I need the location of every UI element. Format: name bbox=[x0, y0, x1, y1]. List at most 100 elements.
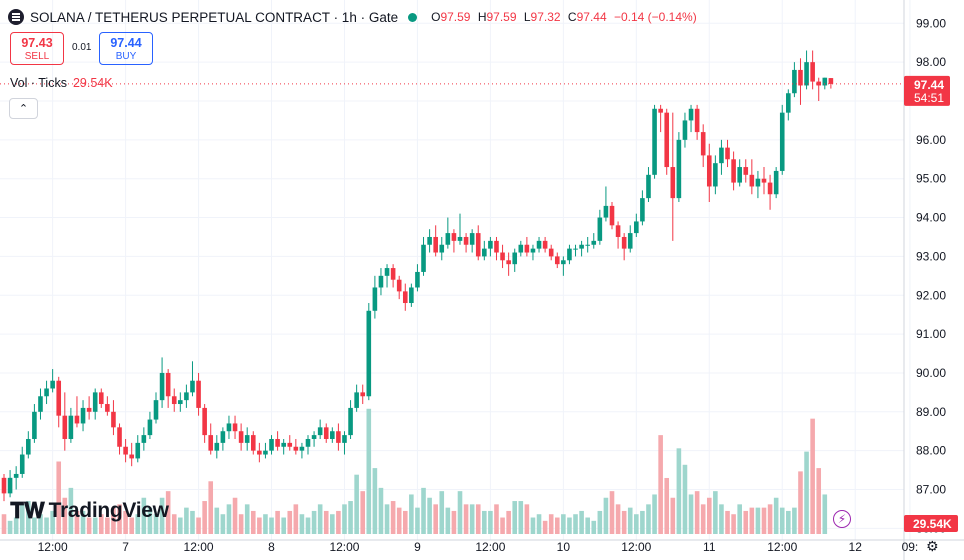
candle-body[interactable] bbox=[159, 372, 165, 401]
candle-body[interactable] bbox=[670, 167, 676, 199]
candle-body[interactable] bbox=[792, 69, 797, 94]
candle-body[interactable] bbox=[421, 244, 426, 272]
candle-body[interactable] bbox=[129, 454, 134, 459]
candle-body[interactable] bbox=[275, 438, 280, 447]
candle-body[interactable] bbox=[640, 198, 645, 222]
lightning-icon[interactable]: ⚡ bbox=[833, 510, 851, 528]
candle-body[interactable] bbox=[506, 260, 511, 265]
candle-body[interactable] bbox=[579, 244, 584, 249]
candle-body[interactable] bbox=[475, 233, 481, 257]
candle-body[interactable] bbox=[737, 167, 742, 183]
candle-body[interactable] bbox=[451, 233, 457, 241]
candle-body[interactable] bbox=[44, 388, 49, 397]
candle-body[interactable] bbox=[828, 78, 834, 84]
candle-body[interactable] bbox=[706, 155, 712, 187]
candle-body[interactable] bbox=[658, 108, 663, 113]
candle-body[interactable] bbox=[293, 446, 299, 451]
candle-body[interactable] bbox=[86, 407, 92, 412]
candle-body[interactable] bbox=[92, 392, 98, 412]
candle-body[interactable] bbox=[646, 174, 651, 199]
candle-body[interactable] bbox=[755, 178, 761, 187]
candle-body[interactable] bbox=[427, 236, 432, 245]
candle-body[interactable] bbox=[469, 233, 475, 245]
candle-body[interactable] bbox=[287, 442, 293, 447]
candle-body[interactable] bbox=[111, 411, 116, 428]
candle-body[interactable] bbox=[561, 260, 566, 265]
candle-body[interactable] bbox=[123, 446, 128, 455]
candle-body[interactable] bbox=[32, 411, 37, 439]
candle-body[interactable] bbox=[743, 167, 749, 175]
candle-body[interactable] bbox=[713, 163, 718, 187]
candle-body[interactable] bbox=[731, 159, 736, 183]
candle-body[interactable] bbox=[202, 407, 207, 436]
candle-body[interactable] bbox=[171, 396, 177, 405]
candle-body[interactable] bbox=[597, 217, 603, 241]
candle-body[interactable] bbox=[652, 108, 657, 175]
candle-body[interactable] bbox=[74, 415, 80, 424]
candle-body[interactable] bbox=[244, 435, 250, 443]
candle-body[interactable] bbox=[281, 442, 286, 447]
candle-body[interactable] bbox=[257, 450, 262, 455]
candle-body[interactable] bbox=[232, 423, 238, 432]
candle-body[interactable] bbox=[214, 442, 220, 451]
candle-body[interactable] bbox=[330, 431, 335, 439]
candle-body[interactable] bbox=[396, 279, 402, 292]
candle-body[interactable] bbox=[773, 170, 779, 195]
volume-legend[interactable]: Vol · Ticks 29.54K bbox=[10, 76, 113, 90]
candle-body[interactable] bbox=[463, 236, 469, 245]
candle-body[interactable] bbox=[694, 108, 700, 133]
candle-body[interactable] bbox=[567, 248, 572, 261]
candle-body[interactable] bbox=[615, 225, 621, 237]
candle-body[interactable] bbox=[263, 450, 268, 455]
candle-body[interactable] bbox=[542, 240, 548, 249]
candle-body[interactable] bbox=[767, 182, 773, 195]
candle-body[interactable] bbox=[494, 240, 499, 253]
candle-body[interactable] bbox=[226, 423, 232, 432]
candle-body[interactable] bbox=[311, 435, 317, 439]
tradingview-logo[interactable]: 𝐓𝐖 TradingView bbox=[10, 498, 169, 524]
candle-body[interactable] bbox=[378, 275, 384, 288]
candle-body[interactable] bbox=[366, 310, 372, 397]
candle-body[interactable] bbox=[682, 120, 688, 140]
candle-body[interactable] bbox=[98, 392, 104, 405]
candle-body[interactable] bbox=[804, 62, 809, 86]
candle-body[interactable] bbox=[676, 139, 682, 199]
candle-body[interactable] bbox=[482, 248, 487, 257]
candle-body[interactable] bbox=[250, 435, 256, 451]
candle-body[interactable] bbox=[609, 205, 615, 226]
candle-body[interactable] bbox=[190, 380, 195, 393]
candle-body[interactable] bbox=[141, 435, 147, 443]
candle-body[interactable] bbox=[305, 438, 311, 447]
symbol-title[interactable]: SOLANA / TETHERUS PERPETUAL CONTRACT · 1… bbox=[30, 9, 399, 25]
candle-body[interactable] bbox=[634, 221, 639, 234]
candle-body[interactable] bbox=[621, 236, 627, 249]
candle-body[interactable] bbox=[500, 252, 505, 261]
candle-body[interactable] bbox=[384, 268, 390, 276]
candle-body[interactable] bbox=[761, 178, 767, 183]
candle-body[interactable] bbox=[38, 396, 43, 412]
candle-body[interactable] bbox=[50, 380, 55, 389]
candle-body[interactable] bbox=[719, 147, 724, 164]
candle-body[interactable] bbox=[688, 108, 694, 121]
candle-body[interactable] bbox=[117, 427, 122, 447]
candle-body[interactable] bbox=[147, 419, 153, 436]
candle-body[interactable] bbox=[548, 248, 554, 257]
candle-body[interactable] bbox=[220, 431, 226, 443]
settings-gear-icon[interactable]: ⚙ bbox=[926, 538, 939, 554]
candle-body[interactable] bbox=[402, 291, 408, 304]
candle-body[interactable] bbox=[457, 236, 463, 241]
candle-body[interactable] bbox=[554, 256, 560, 265]
candle-body[interactable] bbox=[7, 477, 13, 494]
candle-body[interactable] bbox=[105, 404, 110, 412]
collapse-legend-button[interactable]: ⌃ bbox=[9, 98, 38, 119]
candle-body[interactable] bbox=[779, 112, 785, 171]
candle-body[interactable] bbox=[573, 248, 578, 250]
candle-body[interactable] bbox=[269, 438, 274, 451]
candle-body[interactable] bbox=[13, 473, 19, 478]
candle-body[interactable] bbox=[56, 380, 62, 416]
candle-body[interactable] bbox=[317, 427, 323, 436]
candle-body[interactable] bbox=[135, 442, 141, 459]
candle-body[interactable] bbox=[390, 268, 396, 280]
candle-body[interactable] bbox=[445, 233, 451, 245]
candle-body[interactable] bbox=[518, 244, 524, 253]
